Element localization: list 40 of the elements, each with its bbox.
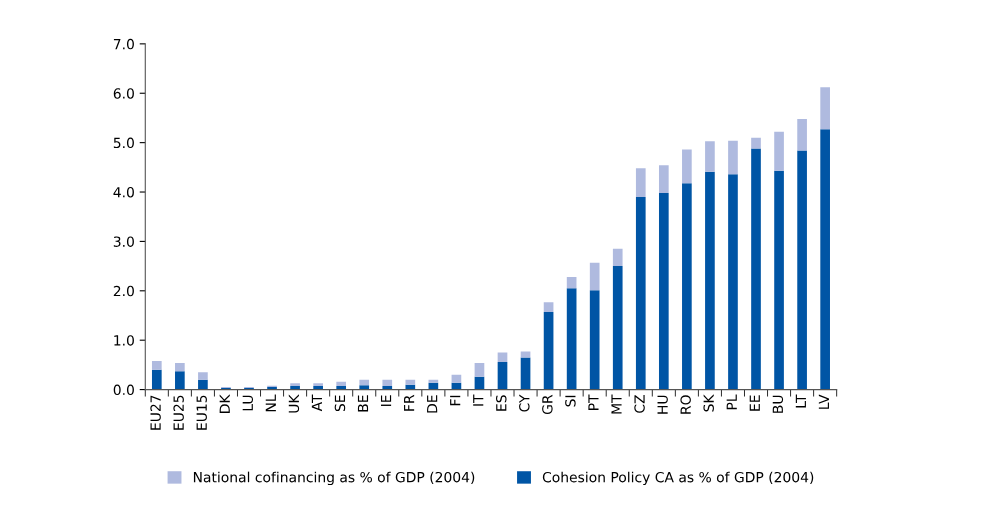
x-tick-label: UK bbox=[288, 394, 300, 413]
x-tick-label: IE bbox=[380, 395, 392, 406]
y-tick-label: 4.0 bbox=[113, 186, 134, 198]
x-tick-label: MT bbox=[611, 394, 622, 414]
x-tick-label: IT bbox=[473, 394, 484, 406]
x-tick-label: GR bbox=[542, 394, 553, 415]
x-tick-label: HU bbox=[657, 395, 668, 414]
x-tick-label: SE bbox=[334, 395, 346, 412]
y-tick-label: 6.0 bbox=[113, 88, 134, 99]
x-tick-label: BE bbox=[357, 395, 369, 412]
x-tick-label: EE bbox=[749, 395, 760, 411]
x-tick-label: ES bbox=[496, 395, 507, 411]
y-tick-label: 1.0 bbox=[114, 335, 134, 346]
x-tick-label: SK bbox=[703, 394, 714, 412]
x-tick-label: CY bbox=[519, 394, 530, 412]
x-tick-label: LV bbox=[818, 394, 829, 409]
y-tick-label: 3.0 bbox=[113, 236, 134, 247]
x-tick-label: EU25 bbox=[173, 395, 184, 430]
x-tick-label: AT bbox=[311, 394, 322, 412]
x-tick-label: LT bbox=[795, 394, 806, 408]
x-tick-label: BU bbox=[772, 395, 784, 413]
x-tick-label: PL bbox=[726, 394, 737, 410]
legend-label: Cohesion Policy CA as % of GDP (2004) bbox=[542, 471, 814, 486]
y-tick-label: 0.0 bbox=[113, 384, 134, 396]
x-tick-label: EU27 bbox=[150, 395, 161, 430]
y-tick-label: 2.0 bbox=[113, 285, 134, 297]
y-tick-label: 5.0 bbox=[113, 137, 134, 149]
y-tick-label: 7.0 bbox=[113, 38, 134, 50]
legend-label: National cofinancing as % of GDP (2004) bbox=[193, 471, 475, 486]
x-tick-label: DK bbox=[219, 394, 230, 413]
x-tick-label: RO bbox=[680, 395, 691, 414]
x-tick-label: NL bbox=[265, 394, 276, 412]
x-tick-label: CZ bbox=[634, 395, 645, 413]
x-tick-label: LU bbox=[242, 395, 254, 411]
x-tick-label: SI bbox=[565, 395, 576, 407]
x-tick-label: PT bbox=[588, 394, 599, 410]
x-tick-label: FR bbox=[404, 394, 415, 411]
x-tick-label: DE bbox=[427, 395, 438, 413]
x-tick-label: FI bbox=[450, 395, 461, 406]
x-tick-label: EU15 bbox=[196, 395, 207, 430]
